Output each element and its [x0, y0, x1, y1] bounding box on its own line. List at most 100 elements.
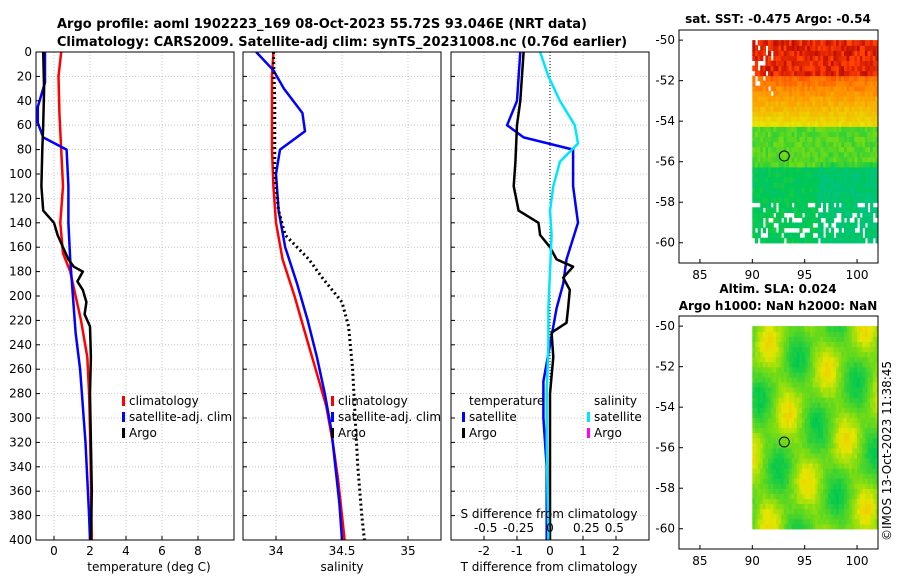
- heatmap-cell: [828, 331, 832, 337]
- heatmap-cell: [757, 207, 761, 213]
- heatmap-cell: [825, 493, 829, 499]
- heatmap-cell: [796, 483, 800, 489]
- heatmap-cell: [754, 462, 759, 469]
- heatmap-cell: [752, 182, 756, 188]
- heatmap-cell: [804, 171, 808, 178]
- heatmap-cell: [825, 427, 829, 434]
- heatmap-cell: [765, 161, 769, 168]
- heatmap-cell: [757, 488, 761, 494]
- heatmap-cell: [836, 442, 840, 449]
- heatmap-cell: [804, 523, 808, 530]
- heatmap-cell: [796, 498, 800, 504]
- heatmap-cell: [765, 412, 769, 418]
- heatmap-cell: [799, 176, 803, 183]
- heatmap-cell: [820, 371, 824, 378]
- heatmap-cell: [802, 207, 806, 213]
- heatmap-cell: [809, 111, 814, 117]
- heatmap-cell: [815, 508, 819, 515]
- heatmap-cell: [867, 60, 871, 67]
- heatmap-cell: [812, 498, 816, 504]
- heatmap-cell: [799, 478, 803, 484]
- heatmap-cell: [820, 146, 824, 153]
- heatmap-cell: [815, 366, 819, 373]
- heatmap-cell: [752, 161, 756, 168]
- heatmap-cell: [765, 95, 769, 102]
- heatmap-cell: [844, 462, 848, 469]
- heatmap-cell: [851, 197, 855, 203]
- heatmap-cell: [802, 346, 806, 353]
- heatmap-cell: [752, 341, 756, 347]
- heatmap-cell: [799, 141, 803, 148]
- heatmap-cell: [812, 85, 816, 92]
- heatmap-cell: [757, 356, 761, 363]
- y-tick-label: 320: [9, 435, 32, 449]
- heatmap-cell: [817, 75, 821, 82]
- heatmap-cell: [752, 40, 756, 46]
- heatmap-cell: [754, 523, 759, 530]
- heatmap-cell: [812, 493, 816, 499]
- heatmap-cell: [786, 232, 790, 239]
- heatmap-cell: [875, 136, 878, 143]
- heatmap-cell: [791, 187, 795, 193]
- heatmap-cell: [807, 85, 811, 92]
- heatmap-cell: [851, 95, 855, 102]
- heatmap-cell: [836, 45, 840, 51]
- heatmap-cell: [775, 503, 780, 510]
- heatmap-cell: [820, 161, 824, 168]
- heatmap-cell: [823, 341, 827, 347]
- heatmap-cell: [841, 412, 845, 418]
- heatmap-cell: [836, 493, 840, 499]
- heatmap-cell: [765, 100, 769, 107]
- heatmap-cell: [864, 212, 869, 218]
- heatmap-cell: [872, 70, 876, 77]
- heatmap-cell: [809, 65, 814, 72]
- heatmap-cell: [786, 207, 790, 213]
- heatmap-cell: [791, 182, 795, 188]
- heatmap-cell: [867, 80, 871, 87]
- heatmap-cell: [804, 90, 808, 97]
- heatmap-cell: [786, 498, 790, 504]
- heatmap-cell: [773, 55, 777, 61]
- y-tick-label: 180: [9, 265, 32, 279]
- heatmap-cell: [859, 100, 863, 107]
- heatmap-cell: [817, 432, 821, 439]
- heatmap-cell: [864, 65, 869, 72]
- heatmap-cell: [833, 171, 837, 178]
- heatmap-cell: [862, 192, 866, 198]
- heatmap-cell: [823, 171, 827, 178]
- heatmap-cell: [817, 326, 821, 332]
- heatmap-cell: [770, 187, 774, 193]
- heatmap-cell: [828, 457, 832, 464]
- heatmap-cell: [817, 192, 821, 198]
- heatmap-cell: [844, 45, 848, 51]
- x-tick-label: 90: [745, 268, 760, 282]
- heatmap-cell: [773, 227, 777, 234]
- heatmap-cell: [870, 518, 874, 525]
- heatmap-cell: [754, 432, 759, 439]
- heatmap-cell: [846, 412, 850, 418]
- heatmap-cell: [859, 176, 863, 183]
- heatmap-cell: [791, 121, 795, 127]
- heatmap-cell: [768, 381, 772, 388]
- heatmap-cell: [867, 156, 871, 163]
- heatmap-cell: [830, 336, 835, 342]
- heatmap-cell: [760, 478, 764, 484]
- heatmap-cell: [807, 70, 811, 77]
- heatmap-cell: [846, 70, 850, 77]
- heatmap-cell: [757, 336, 761, 342]
- heatmap-cell: [825, 407, 829, 413]
- heatmap-cell: [864, 371, 869, 378]
- heatmap-cell: [794, 473, 798, 479]
- heatmap-cell: [867, 192, 871, 198]
- heatmap-cell: [817, 361, 821, 368]
- heatmap-cell: [773, 462, 777, 469]
- heatmap-cell: [823, 100, 827, 107]
- heatmap-cell: [836, 65, 840, 72]
- heatmap-cell: [859, 70, 863, 77]
- heatmap-cell: [807, 182, 811, 188]
- heatmap-cell: [802, 518, 806, 525]
- heatmap-cell: [773, 75, 777, 82]
- heatmap-cell: [765, 498, 769, 504]
- heatmap-cell: [838, 508, 842, 515]
- heatmap-cell: [881, 157, 884, 163]
